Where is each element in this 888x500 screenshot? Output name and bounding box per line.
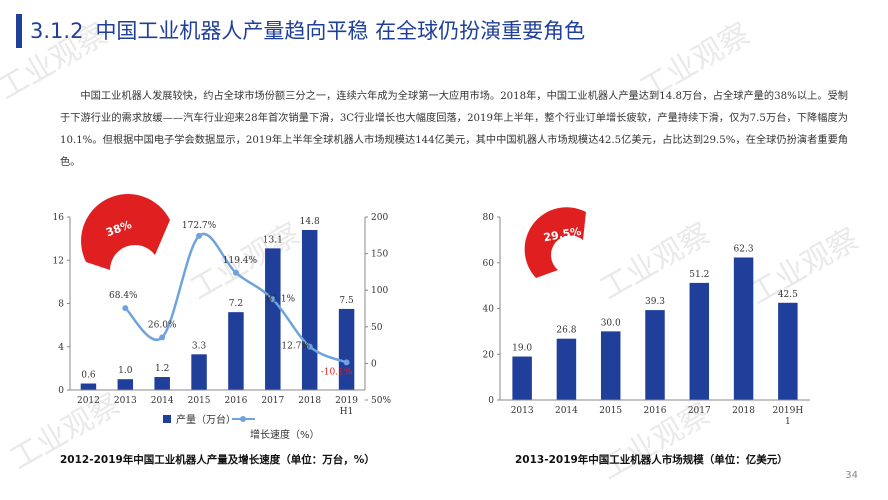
- bar-value-label: 13.1: [263, 235, 283, 245]
- x-tick-label: 2012: [77, 396, 100, 406]
- market-size-chart: 0 20 40 60 80 19.0 2013 26.8 2014 30.0 2015 39.3 20…: [483, 207, 810, 427]
- y-tick-label: 20: [483, 350, 495, 360]
- bar-value-label: 19.0: [512, 344, 532, 354]
- bar-value-label: 0.6: [81, 371, 96, 381]
- growth-value-label: 12.7%: [281, 342, 310, 352]
- bar: [689, 282, 710, 400]
- bar-value-label: 1.0: [118, 366, 133, 376]
- x-tick-label: 2018: [298, 396, 321, 406]
- body-paragraph: 中国工业机器人发展较快，约占全球市场份额三分之一，连续六年成为全球第一大应用市场…: [60, 91, 848, 168]
- bar-value-label: 51.2: [689, 270, 709, 280]
- y-tick-label-right: 50: [371, 323, 383, 333]
- x-tick-label: 2015: [599, 406, 622, 416]
- legend-bar-swatch: [163, 415, 171, 423]
- bar: [228, 312, 244, 390]
- x-tick-label: 2019: [335, 396, 358, 406]
- y-tick-label-left: 16: [53, 213, 65, 223]
- share-badge-shape: [81, 194, 170, 270]
- production-chart: 0 4 8 12 16 50% 0 50 100 150 200 0.6 2012 1.0 2013 1.2…: [53, 194, 391, 441]
- legend-line-marker: [240, 416, 246, 422]
- title-accent-bar: [16, 14, 22, 48]
- growth-point: [159, 334, 166, 341]
- x-tick-label: 2013: [114, 396, 137, 406]
- x-tick-label: 1: [785, 417, 791, 427]
- y-tick-label-left: 4: [58, 343, 64, 353]
- bar-value-label: 42.5: [778, 290, 798, 300]
- growth-point: [306, 343, 313, 350]
- bar: [154, 377, 170, 390]
- x-tick-label: 2017: [261, 396, 284, 406]
- x-tick-label: 2017: [688, 406, 711, 416]
- y-tick-label-left: 12: [53, 256, 64, 266]
- x-tick-label: 2014: [555, 406, 578, 416]
- growth-point: [343, 359, 350, 366]
- bar: [191, 354, 207, 390]
- legend-line-label: 增长速度（%）: [250, 428, 320, 441]
- y-tick-label: 40: [483, 305, 495, 315]
- x-tick-label: H1: [340, 407, 354, 417]
- growth-value-label: 172.7%: [182, 221, 217, 231]
- chart2-caption: 2013-2019年中国工业机器人市场规模（单位：亿美元）: [515, 454, 788, 466]
- y-tick-label-left: 8: [58, 300, 64, 310]
- bar-value-label: 26.8: [556, 326, 576, 336]
- bar: [117, 379, 134, 390]
- y-tick-label-right: 100: [371, 286, 388, 296]
- growth-value-label: 68.4%: [109, 291, 138, 301]
- bar: [645, 310, 665, 400]
- growth-value-label: 26.0%: [148, 320, 177, 330]
- bar-value-label: 30.0: [601, 318, 621, 328]
- y-tick-label-right: 150: [371, 250, 388, 260]
- bar-value-label: 62.3: [734, 244, 754, 254]
- bar-value-label: 1.2: [155, 364, 169, 374]
- legend-bar-label: 产量（万台）: [176, 413, 236, 426]
- bar: [733, 257, 754, 400]
- bar: [600, 331, 621, 400]
- growth-value-label: 119.4%: [223, 256, 258, 266]
- section-number: 3.1.2: [30, 19, 84, 43]
- growth-point: [269, 296, 276, 303]
- y-tick-label: 80: [483, 213, 495, 223]
- y-tick-label-left: 0: [58, 386, 64, 396]
- bar: [80, 383, 97, 390]
- bar: [778, 302, 798, 400]
- bar-value-label: 7.5: [339, 296, 354, 306]
- y-tick-label: 0: [488, 396, 494, 406]
- x-tick-label: 2016: [644, 406, 667, 416]
- bar-value-label: 39.3: [645, 297, 665, 307]
- growth-point: [122, 305, 129, 312]
- bar: [512, 356, 532, 400]
- x-tick-label: 2016: [224, 396, 247, 406]
- bar-value-label: 3.3: [192, 341, 207, 351]
- y-tick-label-right: 200: [371, 213, 388, 223]
- x-tick-label: 2019H: [772, 406, 803, 416]
- y-tick-label: 60: [483, 259, 495, 269]
- bar-value-label: 7.2: [229, 299, 243, 309]
- bar: [338, 308, 355, 390]
- page-title: 3.1.2 中国工业机器人产量趋向平稳 在全球仍扮演重要角色: [30, 14, 585, 48]
- x-tick-label: 2018: [732, 406, 755, 416]
- x-tick-label: 2013: [511, 406, 534, 416]
- share-badge-shape: [524, 207, 586, 278]
- chart1-caption: 2012-2019年中国工业机器人产量及增长速度（单位：万台，%）: [60, 454, 375, 466]
- growth-value-label: -10.1%: [321, 367, 353, 377]
- growth-value-label: 81.1%: [267, 294, 296, 304]
- bar: [301, 229, 318, 390]
- bar: [265, 248, 281, 390]
- bar-value-label: 14.8: [300, 217, 320, 227]
- y-tick-label-right: 50%: [371, 396, 391, 406]
- bar: [556, 338, 577, 400]
- growth-point: [232, 269, 239, 276]
- section-title: 中国工业机器人产量趋向平稳 在全球仍扮演重要角色: [95, 19, 586, 43]
- x-tick-label: 2015: [188, 396, 211, 406]
- x-tick-label: 2014: [151, 396, 174, 406]
- page-number: 34: [845, 470, 858, 481]
- y-tick-label-right: 0: [371, 359, 377, 369]
- growth-point: [196, 232, 203, 239]
